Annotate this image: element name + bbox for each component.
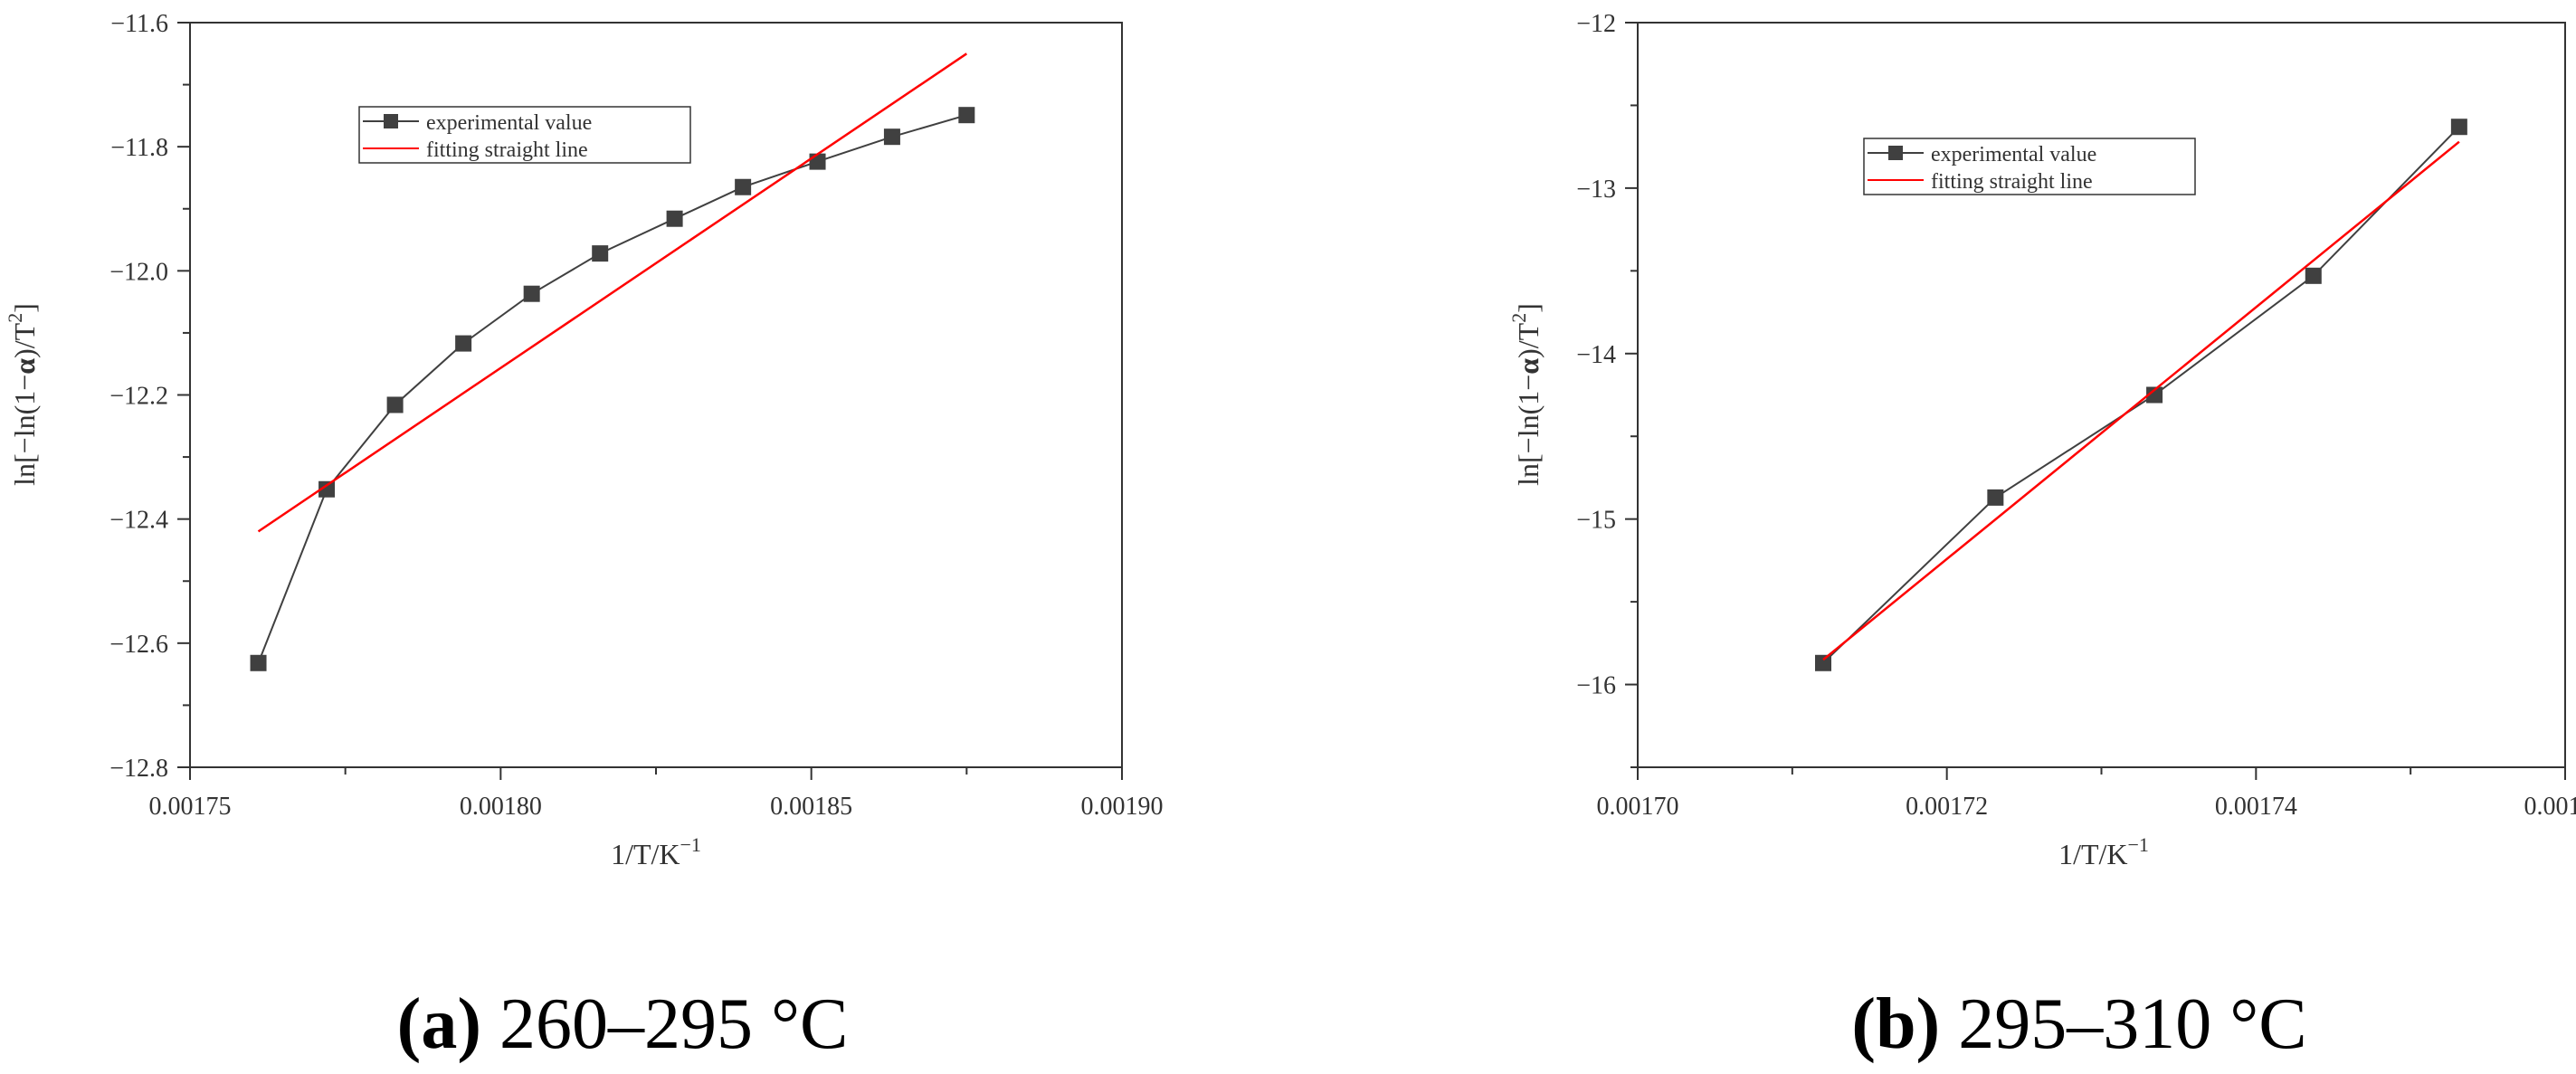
data-point-marker	[250, 654, 267, 671]
y-tick-label: −12.4	[109, 507, 168, 535]
x-tick-label: 0.00176	[2524, 793, 2576, 821]
data-point-marker	[883, 128, 900, 146]
y-tick-label: −12.6	[109, 631, 168, 659]
x-tick-label: 0.00174	[2215, 793, 2297, 821]
y-tick-label: −15	[1576, 507, 1616, 535]
y-tick-label: −12.0	[109, 258, 168, 286]
plot-frame	[1637, 22, 2566, 768]
data-point-marker	[735, 178, 752, 195]
data-point-marker	[592, 245, 609, 262]
legend-label-fitting: fitting straight line	[426, 138, 588, 162]
fitting-straight-line	[1822, 140, 2460, 661]
fitting-straight-line	[257, 52, 967, 533]
legend-box	[358, 106, 691, 164]
x-axis-label: 1/T/K−1	[2058, 833, 2149, 870]
x-tick-label: 0.00185	[770, 793, 852, 821]
legend-marker-square	[384, 114, 398, 128]
panel-caption: (b) 295–310 °C	[1851, 984, 2306, 1064]
experimental-value-line	[257, 114, 967, 664]
y-tick-label: −11.8	[110, 134, 168, 162]
data-point-marker	[666, 210, 683, 227]
y-axis-label: ln[−ln(1−α)/T2]	[1507, 303, 1545, 486]
y-tick-label: −12.8	[109, 755, 168, 783]
legend-box	[1863, 138, 2196, 195]
x-tick-label: 0.00172	[1906, 793, 1988, 821]
panel-caption: (a) 260–295 °C	[397, 984, 849, 1064]
data-point-marker	[2305, 267, 2322, 284]
data-point-marker	[2146, 386, 2163, 404]
y-tick-label: −12.2	[109, 383, 168, 411]
x-tick-label: 0.00170	[1597, 793, 1679, 821]
legend-label-fitting: fitting straight line	[1931, 170, 2093, 194]
x-tick-label: 0.00180	[460, 793, 542, 821]
y-tick-label: −12	[1576, 10, 1616, 38]
legend: experimental value fitting straight line	[1863, 138, 2196, 195]
legend-marker-square	[1888, 146, 1903, 160]
y-tick-label: −14	[1576, 341, 1616, 369]
data-point-marker	[455, 335, 472, 352]
legend: experimental value fitting straight line	[358, 106, 691, 164]
legend-label-experimental: experimental value	[1931, 143, 2096, 166]
data-point-marker	[958, 107, 975, 124]
y-tick-label: −16	[1576, 672, 1616, 700]
data-point-marker	[809, 153, 826, 170]
x-tick-label: 0.00175	[149, 793, 232, 821]
chart-panel-b: 0.00170 0.00172 0.00174 0.00176 −16 −15 −14 −13…	[1507, 10, 2576, 1064]
data-point-marker	[1815, 654, 1831, 671]
legend-label-experimental: experimental value	[426, 111, 592, 135]
data-point-marker	[1987, 489, 2004, 506]
x-tick-label: 0.00190	[1081, 793, 1164, 821]
chart-panel-a: 0.00175 0.00180 0.00185 0.00190 −12.8 −12.6 −1…	[4, 10, 1164, 1064]
y-axis-label: ln[−ln(1−α)/T2]	[4, 303, 41, 486]
y-tick-label: −13	[1576, 176, 1616, 204]
data-point-marker	[386, 396, 404, 413]
data-point-marker	[318, 480, 336, 498]
data-point-marker	[523, 285, 540, 302]
x-axis-label: 1/T/K−1	[611, 833, 701, 870]
data-point-marker	[2450, 119, 2467, 136]
y-tick-label: −11.6	[110, 10, 168, 38]
